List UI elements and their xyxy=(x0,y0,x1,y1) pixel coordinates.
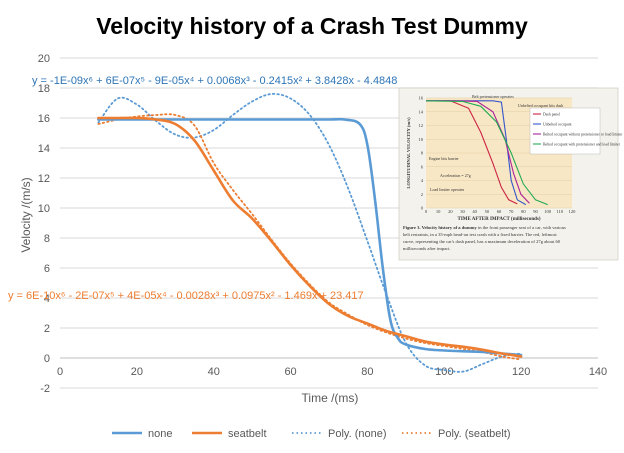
x-tick-label: 20 xyxy=(131,366,143,378)
y-tick-label: 14 xyxy=(38,143,50,155)
x-tick-label: 80 xyxy=(361,366,373,378)
inset-annotation: Acceleration = 27g xyxy=(440,173,471,178)
legend-label-poly-none: Poly. (none) xyxy=(328,428,387,440)
inset-x-tick: 40 xyxy=(472,209,477,214)
inset-y-tick: 14 xyxy=(419,109,424,114)
inset-caption-line: in the front passenger seat of a car, wi… xyxy=(478,225,566,231)
x-tick-label: 0 xyxy=(57,366,63,378)
inset-x-tick: 0 xyxy=(425,209,428,214)
inset-curve-1 xyxy=(426,100,518,205)
inset-x-tick: 20 xyxy=(448,209,453,214)
y-tick-label: 0 xyxy=(44,353,50,365)
inset-caption-line: milliseconds after impact. xyxy=(403,246,451,251)
inset-annotation: Unbelted occupant hits dash xyxy=(518,103,563,108)
inset-y-tick: 4 xyxy=(421,178,424,183)
x-tick-label: 40 xyxy=(208,366,220,378)
x-tick-labels: 0 20 40 60 80 100 120 140 xyxy=(57,366,607,378)
trendline-equation-seatbelt: y = 6E-10x⁶ - 2E-07x⁵ + 4E-05x⁴ - 0.0028… xyxy=(8,290,364,302)
inset-legend-label: Belted occupant without pretensioner or … xyxy=(543,133,623,137)
inset-y-axis-label: LONGITUDINAL VELOCITY (m/s) xyxy=(406,117,411,189)
inset-x-tick: 70 xyxy=(509,209,514,214)
y-tick-label: 20 xyxy=(38,53,50,65)
inset-caption-title: Figure 3. Velocity history of a dummy in… xyxy=(403,225,566,231)
inset-annotation: Belt pretensioner operates xyxy=(472,94,514,99)
y-tick-label: 4 xyxy=(44,293,50,305)
inset-y-tick: 10 xyxy=(419,137,424,142)
inset-legend-box xyxy=(529,107,601,155)
inset-legend-label: Unbelted occupant xyxy=(543,123,573,127)
inset-x-tick: 30 xyxy=(460,209,465,214)
inset-x-tick: 110 xyxy=(557,209,564,214)
series-line-none xyxy=(97,117,523,357)
inset-annotation: Load limiter operates xyxy=(430,187,465,192)
series-layer xyxy=(97,93,523,373)
chart-title: Velocity history of a Crash Test Dummy xyxy=(96,13,528,39)
inset-x-tick: 120 xyxy=(569,209,577,214)
y-tick-label: 16 xyxy=(38,113,50,125)
y-tick-label: -2 xyxy=(40,383,50,395)
inset-x-tick: 60 xyxy=(497,209,502,214)
inset-x-tick: 50 xyxy=(485,209,490,214)
legend-label-seatbelt: seatbelt xyxy=(228,428,267,440)
legend-label-none: none xyxy=(148,428,172,440)
inset-caption-bold: Figure 3. Velocity history of a dummy xyxy=(403,225,478,230)
y-tick-label: 2 xyxy=(44,323,50,335)
inset-figure: 0 2 4 6 8 10 12 14 16 0 10 20 30 40 50 60 70 80 90 100 110 12… xyxy=(398,87,623,261)
x-tick-label: 100 xyxy=(435,366,453,378)
inset-x-tick: 100 xyxy=(544,209,552,214)
y-axis-title: Velocity /(m/s) xyxy=(19,177,33,252)
inset-y-tick: 16 xyxy=(419,96,424,101)
inset-y-tick: 0 xyxy=(421,206,424,211)
y-tick-label: 12 xyxy=(38,173,50,185)
series-line-poly-none xyxy=(97,93,522,373)
x-tick-label: 60 xyxy=(284,366,296,378)
y-tick-label: 6 xyxy=(44,263,50,275)
x-tick-label: 120 xyxy=(512,366,530,378)
trendline-equation-none: y = -1E-09x⁶ + 6E-07x⁵ - 9E-05x⁴ + 0.006… xyxy=(32,75,397,87)
inset-x-axis-label: TIME AFTER IMPACT (milliseconds) xyxy=(457,217,540,222)
legend: none seatbelt Poly. (none) Poly. (seatbelt) xyxy=(112,428,511,440)
x-tick-label: 140 xyxy=(589,366,607,378)
legend-label-poly-seatbelt: Poly. (seatbelt) xyxy=(438,428,511,440)
inset-caption-line: belt restraints, in a 35-mph head-on tes… xyxy=(403,232,557,238)
inset-y-tick: 8 xyxy=(421,151,424,156)
inset-annotation: Engine hits barrier xyxy=(429,156,459,161)
inset-legend-label: Dash panel xyxy=(543,113,560,117)
inset-x-tick: 80 xyxy=(521,209,526,214)
inset-curve-4 xyxy=(425,100,548,206)
inset-y-tick: 2 xyxy=(421,192,423,197)
inset-legend-label: Belted occupant with pretensioner and lo… xyxy=(543,143,621,147)
inset-caption-line: curve, representing the car's dash panel… xyxy=(403,239,561,245)
y-tick-label: 10 xyxy=(38,203,50,215)
y-tick-label: 8 xyxy=(44,233,50,245)
y-tick-label: 18 xyxy=(38,83,50,95)
inset-y-tick: 6 xyxy=(421,164,424,169)
series-line-seatbelt xyxy=(97,116,523,358)
inset-y-tick: 12 xyxy=(419,123,424,128)
inset-x-tick: 90 xyxy=(533,209,538,214)
x-axis-title: Time /(ms) xyxy=(302,391,359,405)
inset-x-tick: 10 xyxy=(436,209,441,214)
y-tick-labels: -2 0 2 4 6 8 10 12 14 16 18 20 xyxy=(38,53,50,395)
